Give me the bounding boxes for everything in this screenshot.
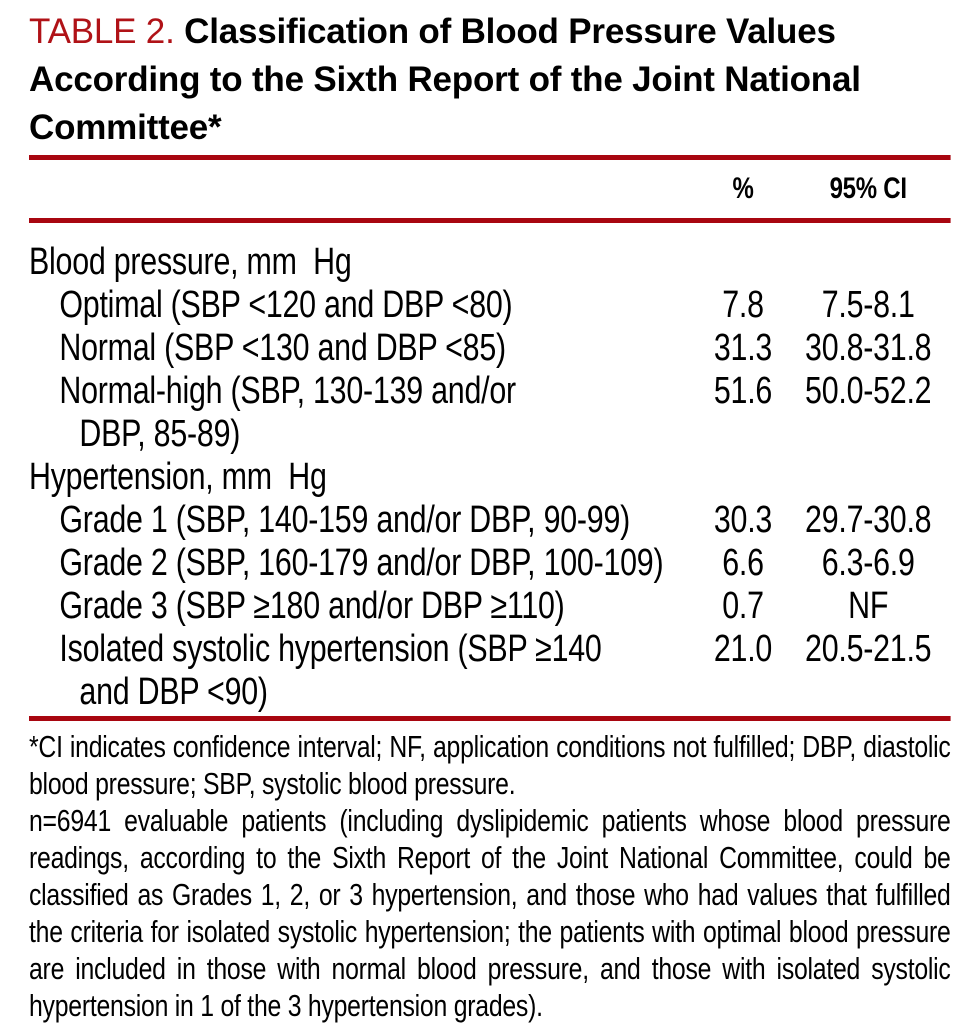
table-row: Optimal (SBP <120 and DBP <80) 7.8 7.5-8… — [29, 284, 951, 327]
row-label: Hypertension, mm Hg — [29, 456, 327, 498]
header-row: % 95% CI — [29, 157, 951, 221]
row-ci-value: 50.0-52.2 — [805, 370, 932, 412]
table-row: Blood pressure, mm Hg — [29, 221, 951, 285]
row-percent-value: 30.3 — [713, 499, 773, 541]
footnote-paragraph: *CI indicates confidence interval; NF, a… — [29, 729, 951, 801]
row-percent-value: 0.7 — [722, 585, 764, 627]
table-row: Grade 2 (SBP, 160-179 and/or DBP, 100-10… — [29, 542, 951, 585]
row-label: Grade 2 (SBP, 160-179 and/or DBP, 100-10… — [59, 542, 664, 584]
bp-table-body: Blood pressure, mm Hg Optimal (SBP <120 … — [29, 221, 951, 719]
row-ci-value — [801, 456, 951, 499]
table-number-label: TABLE 2. — [29, 12, 175, 51]
footnotes: *CI indicates confidence interval; NF, a… — [29, 728, 951, 1024]
row-percent-value — [685, 456, 801, 499]
blood-pressure-table: % 95% CI Blood pressure, mm Hg Optimal (… — [29, 155, 951, 721]
row-label: Blood pressure, mm Hg — [29, 241, 352, 283]
footnote-paragraph: n=6941 evaluable patients (including dys… — [29, 803, 951, 1023]
table-row: Isolated systolic hypertension (SBP ≥140… — [29, 628, 951, 719]
table-title: TABLE 2. Classification of Blood Pressur… — [29, 8, 945, 152]
row-ci-value: 30.8-31.8 — [805, 327, 932, 369]
header-empty — [29, 158, 685, 221]
table-row: Normal (SBP <130 and DBP <85) 31.3 30.8-… — [29, 327, 951, 370]
header-percent: % — [732, 172, 754, 205]
table-row: Grade 3 (SBP ≥180 and/or DBP ≥110) 0.7 N… — [29, 585, 951, 628]
row-percent-value: 31.3 — [713, 327, 773, 369]
table-header: % 95% CI — [29, 157, 951, 221]
row-label: Isolated systolic hypertension (SBP ≥140… — [59, 628, 602, 713]
table-row: Grade 1 (SBP, 140-159 and/or DBP, 90-99)… — [29, 499, 951, 542]
row-percent-value: 7.8 — [722, 284, 764, 326]
table-title-text: Classification of Blood Pressure Values … — [29, 12, 861, 147]
header-ci: 95% CI — [829, 172, 908, 205]
row-label: Optimal (SBP <120 and DBP <80) — [59, 284, 513, 326]
row-percent-value: 6.6 — [722, 542, 764, 584]
row-ci-value: 29.7-30.8 — [805, 499, 932, 541]
row-percent-value: 21.0 — [713, 628, 773, 670]
row-ci-value: 20.5-21.5 — [805, 628, 932, 670]
row-label: Normal (SBP <130 and DBP <85) — [59, 327, 506, 369]
row-percent-value — [685, 221, 801, 285]
row-label: Grade 1 (SBP, 140-159 and/or DBP, 90-99) — [59, 499, 631, 541]
row-ci-value: NF — [848, 585, 889, 627]
row-percent-value: 51.6 — [713, 370, 773, 412]
row-label: Normal-high (SBP, 130-139 and/or DBP, 85… — [59, 370, 516, 455]
table-row: Hypertension, mm Hg — [29, 456, 951, 499]
row-ci-value: 6.3-6.9 — [821, 542, 915, 584]
row-label: Grade 3 (SBP ≥180 and/or DBP ≥110) — [59, 585, 565, 627]
row-ci-value: 7.5-8.1 — [821, 284, 915, 326]
row-ci-value — [801, 221, 951, 285]
table-content: % 95% CI Blood pressure, mm Hg Optimal (… — [29, 155, 951, 1024]
table-row: Normal-high (SBP, 130-139 and/or DBP, 85… — [29, 370, 951, 456]
